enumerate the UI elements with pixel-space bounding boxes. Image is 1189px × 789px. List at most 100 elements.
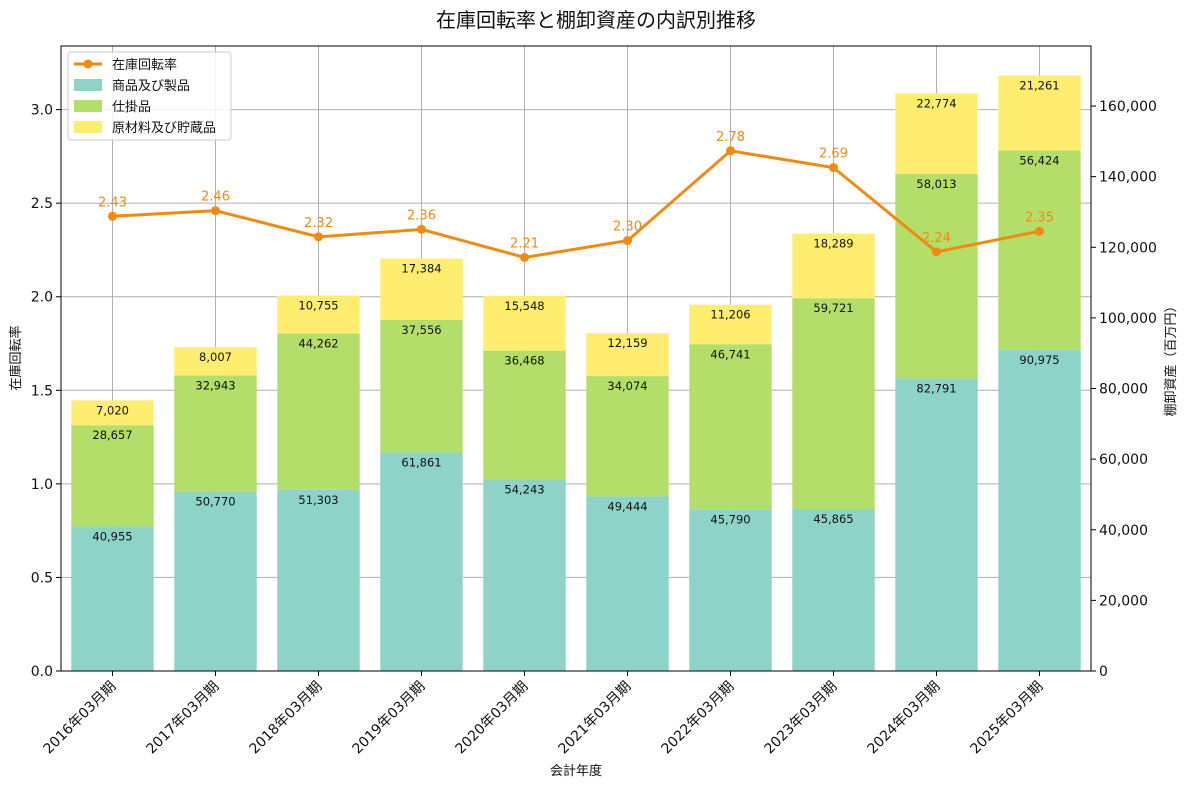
- bar-labels: 40,955 28,657 7,020 50,770 32,943 8,007 51,303…: [92, 78, 1059, 543]
- bar-value-label: 36,468: [504, 354, 544, 368]
- bar-value-label: 45,865: [813, 512, 853, 526]
- bar-value-label: 56,424: [1019, 154, 1059, 168]
- bar-value-label: 59,721: [813, 301, 853, 315]
- bar-segment: [174, 347, 257, 376]
- turnover-value-label: 2.46: [201, 190, 230, 205]
- bar-value-label: 18,289: [813, 237, 853, 251]
- bar-segment: [174, 491, 257, 671]
- bar-segment: [998, 349, 1081, 671]
- bar-value-label: 22,774: [916, 96, 956, 110]
- bar-segment: [71, 400, 154, 426]
- turnover-point: [520, 252, 529, 262]
- y2-tick-label: 40,000: [1099, 523, 1148, 539]
- bar-segment: [277, 489, 360, 671]
- x-tick-label: 2025年03月期: [968, 679, 1047, 758]
- x-tick-label: 2020年03月期: [453, 679, 532, 758]
- bar-value-label: 44,262: [298, 337, 338, 351]
- turnover-point: [829, 163, 838, 173]
- y-tick-label: 2.0: [31, 290, 53, 306]
- turnover-value-label: 2.24: [922, 231, 951, 246]
- bar-value-label: 10,755: [298, 299, 338, 313]
- bar-segment: [895, 173, 978, 379]
- bar-value-label: 58,013: [916, 177, 956, 191]
- y2-tick-label: 20,000: [1099, 593, 1148, 609]
- y-tick-label: 1.0: [31, 477, 53, 493]
- bar-segment: [380, 258, 463, 320]
- bar-segment: [895, 378, 978, 671]
- y2-tick-label: 140,000: [1099, 170, 1157, 186]
- y2-tick-label: 60,000: [1099, 452, 1148, 468]
- x-tick-label: 2023年03月期: [762, 679, 841, 758]
- bar-value-label: 61,861: [401, 456, 441, 470]
- turnover-value-label: 2.32: [304, 216, 333, 231]
- bar-value-label: 45,790: [710, 512, 750, 526]
- turnover-line: 2.43 2.46 2.32 2.36 2.21 2.30 2.78 2.69 2.24 2.35: [98, 130, 1054, 262]
- bar-segment: [483, 479, 566, 671]
- bar-value-label: 12,159: [607, 336, 647, 350]
- bar-segment: [689, 509, 772, 671]
- bar-value-label: 49,444: [607, 499, 647, 513]
- x-tick-label: 2016年03月期: [41, 679, 120, 758]
- x-tick-label: 2018年03月期: [247, 679, 326, 758]
- bar-value-label: 34,074: [607, 379, 647, 393]
- turnover-value-label: 2.36: [407, 208, 436, 223]
- bar-segment: [998, 150, 1081, 350]
- bar-segment: [792, 509, 875, 671]
- bar-value-label: 54,243: [504, 482, 544, 496]
- bar-segment: [895, 93, 978, 174]
- x-tick-label: 2024年03月期: [865, 679, 944, 758]
- bar-segment: [689, 304, 772, 345]
- bar-value-label: 46,741: [710, 347, 750, 361]
- turnover-value-label: 2.78: [716, 130, 745, 145]
- y2-tick-label: 80,000: [1099, 382, 1148, 398]
- y2-tick-label: 0: [1099, 664, 1108, 680]
- legend-line-marker: [83, 59, 93, 69]
- bar-segment: [380, 319, 463, 453]
- turnover-value-label: 2.21: [510, 236, 539, 251]
- bar-value-label: 37,556: [401, 323, 441, 337]
- legend-swatch: [74, 100, 102, 112]
- chart-title: 在庫回転率と棚卸資産の内訳別推移: [436, 8, 756, 32]
- legend-label: 仕掛品: [112, 100, 151, 115]
- y-axis-label: 在庫回転率: [8, 325, 24, 390]
- legend-box: [67, 51, 232, 141]
- turnover-point: [417, 224, 426, 234]
- y2-axis-label: 棚卸資産（百万円）: [1163, 299, 1179, 416]
- legend-swatch: [74, 79, 102, 91]
- turnover-value-label: 2.30: [613, 220, 642, 235]
- y2-tick-label: 100,000: [1099, 311, 1157, 327]
- bar-segment: [792, 298, 875, 510]
- bar-segment: [380, 452, 463, 671]
- plot-frame: [60, 45, 1092, 672]
- legend-swatch: [74, 121, 102, 133]
- bar-segment: [277, 333, 360, 490]
- bar-segment: [277, 295, 360, 334]
- y2-tick-label: 120,000: [1099, 240, 1157, 256]
- legend-label: 商品及び製品: [112, 79, 190, 94]
- bar-value-label: 17,384: [401, 262, 441, 276]
- x-tick-label: 2017年03月期: [144, 679, 223, 758]
- x-tick-label: 2021年03月期: [556, 679, 635, 758]
- x-axis-label: 会計年度: [550, 763, 602, 779]
- legend-label: 原材料及び貯蔵品: [112, 121, 216, 136]
- bar-value-label: 51,303: [298, 493, 338, 507]
- bar-segment: [71, 425, 154, 527]
- turnover-value-label: 2.35: [1025, 210, 1054, 225]
- bar-value-label: 11,206: [710, 308, 750, 322]
- turnover-point: [932, 247, 941, 257]
- bar-value-label: 82,791: [916, 382, 956, 396]
- bar-segment: [586, 496, 669, 671]
- bar-value-label: 50,770: [195, 495, 235, 509]
- bar-segment: [586, 376, 669, 497]
- bar-segment: [483, 350, 566, 480]
- x-tick-label: 2019年03月期: [350, 679, 429, 758]
- bar-value-label: 8,007: [199, 350, 232, 364]
- turnover-value-label: 2.69: [819, 147, 848, 162]
- turnover-point: [108, 211, 117, 221]
- legend-label: 在庫回転率: [112, 57, 177, 73]
- turnover-point: [211, 206, 220, 216]
- turnover-line-path: [112, 149, 1040, 259]
- turnover-point: [726, 146, 735, 156]
- bar-value-label: 28,657: [92, 428, 132, 442]
